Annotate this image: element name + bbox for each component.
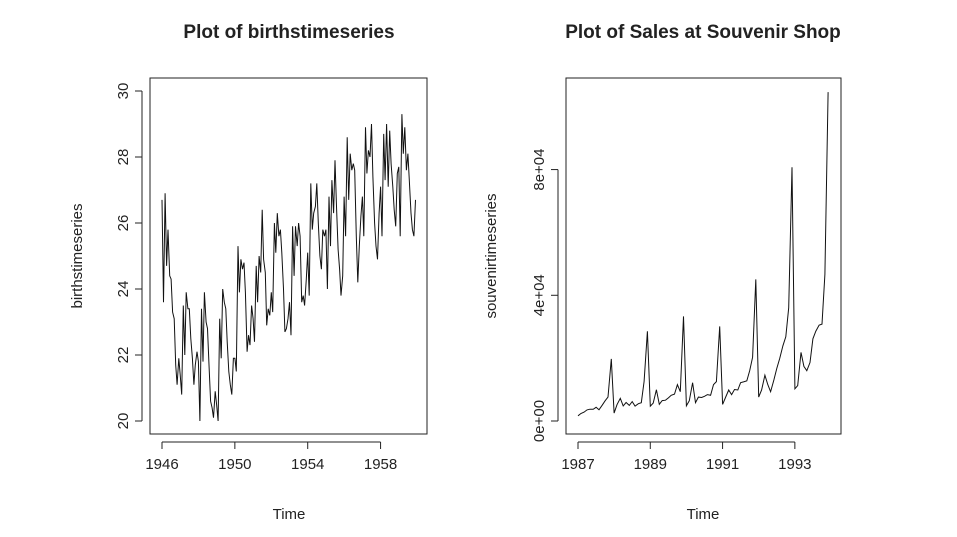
chart-title: Plot of Sales at Souvenir Shop [565,22,841,43]
y-tick-label: 26 [115,215,132,232]
x-tick-label: 1946 [145,456,178,473]
y-axis-label: souvenirtimeseries [483,193,500,318]
y-axis: 0e+00 4e+04 8e+04 [531,149,559,442]
x-tick-label: 1958 [364,456,397,473]
y-tick-label: 24 [115,281,132,298]
x-axis-label: Time [687,506,720,523]
x-tick-label: 1991 [706,456,739,473]
chart-birthstimeseries: Plot of birthstimeseries 1946 1950 1954 195… [69,22,428,523]
x-axis: 1946 1950 1954 1958 [145,441,397,473]
x-tick-label: 1954 [291,456,324,473]
y-tick-label: 22 [115,347,132,364]
y-tick-label: 8e+04 [531,149,548,191]
chart-title: Plot of birthstimeseries [183,22,394,43]
x-tick-label: 1987 [561,456,594,473]
y-axis: 20 22 24 26 28 30 [115,83,143,430]
x-tick-label: 1989 [634,456,667,473]
y-tick-label: 20 [115,413,132,430]
x-axis-label: Time [273,506,306,523]
x-axis: 1987 1989 1991 1993 [561,441,812,473]
y-tick-label: 0e+00 [531,400,548,442]
x-tick-label: 1950 [218,456,251,473]
series-line [577,92,829,417]
y-tick-label: 28 [115,149,132,166]
plot-frame [565,77,842,435]
chart-souvenir-sales: Plot of Sales at Souvenir Shop 1987 1989 1… [483,22,842,523]
y-axis-label: birthstimeseries [69,203,86,308]
series-line [161,114,416,422]
y-tick-label: 30 [115,83,132,100]
y-tick-label: 4e+04 [531,274,548,316]
plot-frame [149,77,428,435]
x-tick-label: 1993 [778,456,811,473]
